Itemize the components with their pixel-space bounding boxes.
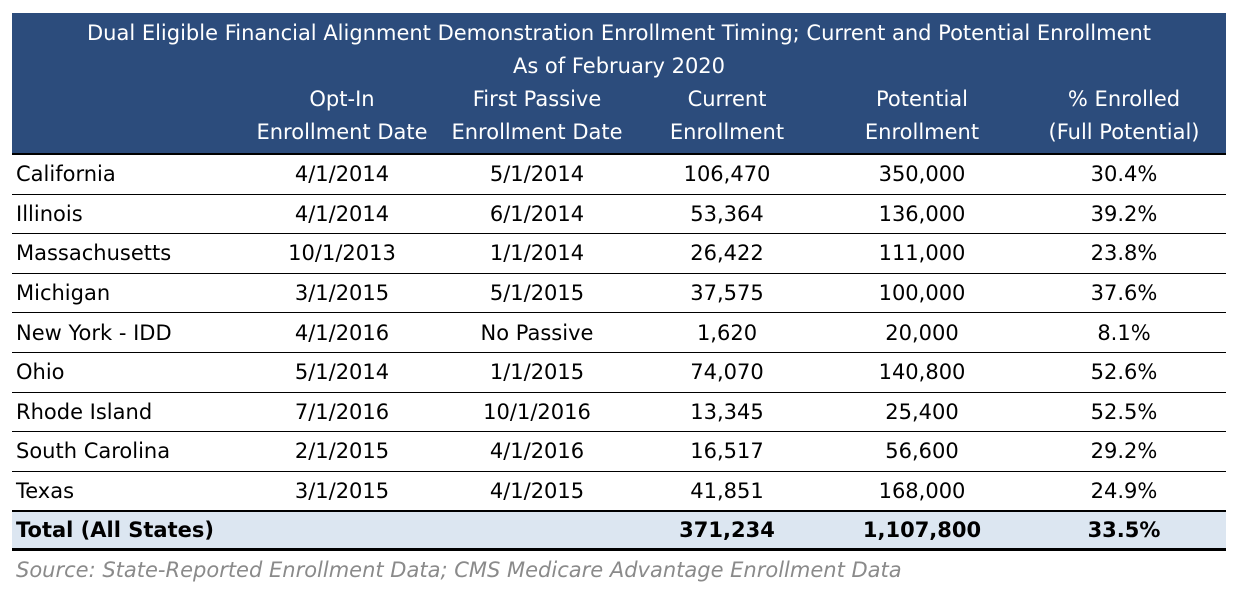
cell-opt-in-date: 10/1/2013 [288, 241, 396, 266]
table-row: Michigan 3/1/2015 5/1/2015 37,575 100,000 37.… [12, 272, 1226, 313]
header-opt-in-line1: Opt-In [309, 87, 375, 111]
cell-first-passive-date: 4/1/2015 [489, 479, 585, 504]
total-row: Total (All States) 371,234 1,107,800 33.… [12, 510, 1226, 552]
table-row: New York - IDD 4/1/2016 No Passive 1,620 20,… [12, 312, 1226, 352]
cell-state: California [16, 162, 116, 187]
cell-percent-enrolled: 52.5% [1090, 399, 1158, 424]
cell-current-enrollment: 53,364 [690, 201, 764, 226]
cell-current-enrollment: 37,575 [690, 281, 764, 306]
cell-current-enrollment: 16,517 [690, 439, 764, 464]
cell-first-passive-date: No Passive [480, 320, 594, 345]
table-row: Ohio 5/1/2014 1/1/2015 74,070 140,800 52.6% [12, 351, 1226, 392]
cell-opt-in-date: 4/1/2014 [294, 162, 390, 187]
cell-state: Rhode Island [16, 399, 153, 424]
table-row: Massachusetts 10/1/2013 1/1/2014 26,422 111,… [12, 233, 1226, 273]
cell-opt-in-date: 4/1/2014 [294, 201, 390, 226]
cell-state: Illinois [16, 201, 83, 226]
cell-opt-in-date: 5/1/2014 [294, 360, 390, 385]
header-current-enrollment: Current Enrollment [632, 83, 822, 149]
cell-percent-enrolled: 37.6% [1090, 281, 1158, 306]
cell-current-enrollment: 26,422 [690, 241, 764, 266]
cell-potential-enrollment: 168,000 [878, 479, 966, 504]
cell-first-passive-date: 5/1/2014 [489, 162, 585, 187]
cell-potential-enrollment: 136,000 [878, 201, 966, 226]
cell-current-enrollment: 74,070 [690, 360, 764, 385]
total-percent: 33.5% [1087, 518, 1161, 543]
cell-percent-enrolled: 8.1% [1097, 320, 1151, 345]
enrollment-table: Dual Eligible Financial Alignment Demons… [12, 13, 1226, 552]
source-note: Source: State-Reported Enrollment Data; … [16, 558, 902, 582]
cell-opt-in-date: 3/1/2015 [294, 281, 390, 306]
cell-first-passive-date: 6/1/2014 [489, 201, 585, 226]
cell-state: Texas [16, 479, 75, 504]
cell-opt-in-date: 4/1/2016 [294, 320, 390, 345]
header-potential-line2: Enrollment [864, 120, 980, 144]
cell-current-enrollment: 13,345 [690, 399, 764, 424]
header-potential-enrollment: Potential Enrollment [822, 83, 1022, 149]
cell-state: New York - IDD [16, 320, 172, 345]
cell-percent-enrolled: 29.2% [1090, 439, 1158, 464]
header-state [12, 83, 242, 149]
table-row: Rhode Island 7/1/2016 10/1/2016 13,345 25,40… [12, 391, 1226, 432]
table-row: California 4/1/2014 5/1/2014 106,470 350,000… [12, 153, 1226, 194]
header-current-line2: Enrollment [669, 120, 785, 144]
column-headers: Opt-In Enrollment Date First Passive Enr… [12, 83, 1226, 153]
table-row: Texas 3/1/2015 4/1/2015 41,851 168,000 24.9% [12, 470, 1226, 511]
header-current-line1: Current [687, 87, 767, 111]
cell-potential-enrollment: 111,000 [878, 241, 966, 266]
table-header: Dual Eligible Financial Alignment Demons… [12, 13, 1226, 153]
total-label: Total (All States) [16, 518, 214, 543]
cell-potential-enrollment: 100,000 [878, 281, 966, 306]
header-potential-line1: Potential [876, 87, 968, 111]
cell-current-enrollment: 106,470 [683, 162, 771, 187]
header-percent-enrolled: % Enrolled (Full Potential) [1022, 83, 1226, 149]
total-current: 371,234 [679, 518, 775, 543]
cell-potential-enrollment: 56,600 [885, 439, 959, 464]
cell-opt-in-date: 2/1/2015 [294, 439, 390, 464]
header-first-passive-line1: First Passive [472, 87, 602, 111]
cell-first-passive-date: 10/1/2016 [483, 399, 591, 424]
table-body: California 4/1/2014 5/1/2014 106,470 350,000… [12, 153, 1226, 510]
total-potential: 1,107,800 [862, 518, 982, 543]
cell-potential-enrollment: 350,000 [878, 162, 966, 187]
cell-percent-enrolled: 23.8% [1090, 241, 1158, 266]
header-percent-line2: (Full Potential) [1048, 120, 1200, 144]
header-opt-in-line2: Enrollment Date [256, 120, 428, 144]
cell-current-enrollment: 1,620 [696, 320, 758, 345]
table-row: Illinois 4/1/2014 6/1/2014 53,364 136,000 39.… [12, 193, 1226, 234]
header-first-passive-line2: Enrollment Date [451, 120, 623, 144]
table-row: South Carolina 2/1/2015 4/1/2016 16,517 56,6… [12, 431, 1226, 471]
table-title: Dual Eligible Financial Alignment Demons… [12, 13, 1226, 83]
cell-percent-enrolled: 30.4% [1090, 162, 1158, 187]
title-line-1: Dual Eligible Financial Alignment Demons… [86, 21, 1152, 45]
cell-first-passive-date: 1/1/2014 [489, 241, 585, 266]
header-percent-line1: % Enrolled [1067, 87, 1181, 111]
cell-first-passive-date: 5/1/2015 [489, 281, 585, 306]
title-line-2: As of February 2020 [512, 54, 726, 78]
cell-potential-enrollment: 140,800 [878, 360, 966, 385]
cell-state: Ohio [16, 360, 65, 385]
cell-opt-in-date: 7/1/2016 [294, 399, 390, 424]
cell-first-passive-date: 1/1/2015 [489, 360, 585, 385]
cell-state: Michigan [16, 281, 111, 306]
cell-percent-enrolled: 39.2% [1090, 201, 1158, 226]
header-opt-in: Opt-In Enrollment Date [242, 83, 442, 149]
cell-potential-enrollment: 20,000 [885, 320, 959, 345]
cell-state: South Carolina [16, 439, 171, 464]
cell-state: Massachusetts [16, 241, 172, 266]
cell-first-passive-date: 4/1/2016 [489, 439, 585, 464]
cell-percent-enrolled: 52.6% [1090, 360, 1158, 385]
cell-current-enrollment: 41,851 [690, 479, 764, 504]
cell-opt-in-date: 3/1/2015 [294, 479, 390, 504]
cell-percent-enrolled: 24.9% [1090, 479, 1158, 504]
cell-potential-enrollment: 25,400 [885, 399, 959, 424]
header-first-passive: First Passive Enrollment Date [442, 83, 632, 149]
